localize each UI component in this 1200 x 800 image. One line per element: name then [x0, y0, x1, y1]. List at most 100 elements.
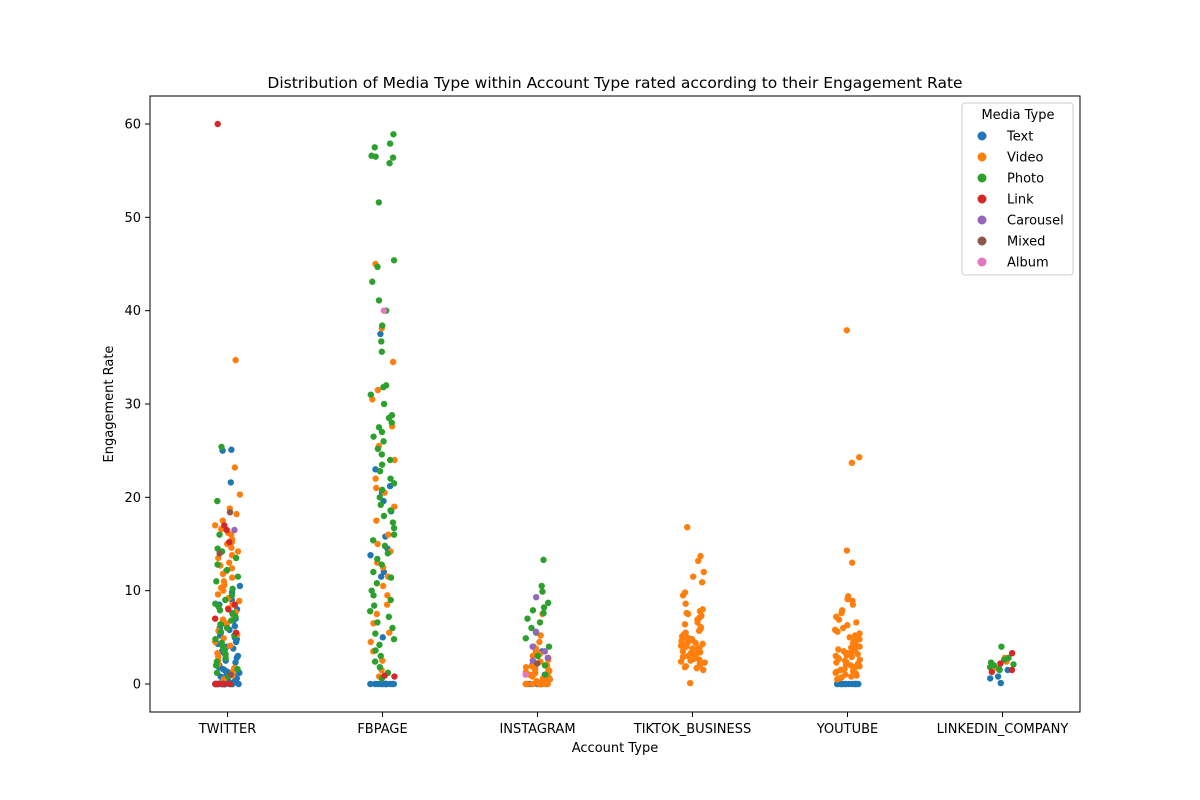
point-video-tiktok-business — [695, 557, 702, 564]
point-video-twitter — [219, 570, 227, 578]
point-link-linkedin-company — [1008, 650, 1016, 657]
x-tick-label-twitter: TWITTER — [198, 722, 257, 737]
point-photo-twitter — [229, 585, 236, 592]
point-link-fbpage — [391, 673, 398, 680]
legend: Media Type Text Video Photo Link Carousel Mix… — [961, 102, 1074, 276]
point-carousel-instagram — [529, 643, 536, 650]
point-text-linkedin-company — [994, 673, 1002, 680]
point-video-instagram — [522, 664, 530, 671]
point-photo-instagram — [540, 556, 547, 564]
point-text-fbpage — [376, 680, 384, 688]
series-carousel — [231, 526, 551, 664]
point-photo-fbpage — [369, 537, 377, 544]
point-photo-twitter — [217, 628, 224, 635]
point-photo-fbpage — [381, 542, 389, 550]
point-video-fbpage — [384, 592, 391, 599]
point-photo-fbpage — [386, 160, 393, 167]
point-video-fbpage — [374, 540, 381, 548]
point-video-instagram — [529, 652, 537, 660]
point-video-tiktok-business — [698, 579, 706, 586]
point-video-youtube — [832, 669, 839, 676]
point-photo-fbpage — [390, 524, 398, 532]
point-video-twitter — [226, 559, 233, 566]
series-photo — [212, 131, 1017, 682]
point-video-youtube — [848, 559, 856, 566]
point-photo-fbpage — [389, 154, 397, 161]
point-photo-fbpage — [380, 512, 388, 520]
point-video-youtube — [833, 659, 840, 666]
point-photo-instagram — [536, 619, 544, 626]
point-text-twitter — [232, 638, 240, 646]
point-video-youtube — [833, 676, 841, 683]
point-link-twitter — [231, 601, 238, 608]
point-video-twitter — [232, 356, 239, 364]
point-photo-twitter — [223, 566, 231, 574]
point-video-twitter — [234, 548, 242, 555]
point-text-fbpage — [367, 680, 374, 688]
point-video-twitter — [233, 510, 240, 518]
point-video-fbpage — [386, 629, 393, 636]
x-tick-label-tiktok-business: TIKTOK_BUSINESS — [633, 722, 751, 737]
point-video-tiktok-business — [684, 610, 692, 618]
point-video-twitter — [236, 491, 244, 498]
point-photo-fbpage — [375, 297, 383, 304]
point-photo-fbpage — [374, 555, 381, 563]
point-link-linkedin-company — [997, 660, 1004, 667]
series-album — [380, 307, 529, 678]
legend-label-photo: Photo — [1007, 172, 1044, 187]
point-photo-instagram — [545, 643, 553, 650]
point-video-youtube — [834, 628, 841, 635]
point-video-youtube — [843, 651, 850, 659]
point-photo-instagram — [528, 624, 535, 632]
point-link-linkedin-company — [988, 668, 996, 676]
point-photo-fbpage — [378, 486, 386, 494]
point-photo-fbpage — [378, 561, 385, 568]
point-video-tiktok-business — [683, 643, 690, 650]
point-text-fbpage — [386, 680, 394, 688]
point-photo-instagram — [538, 582, 545, 590]
point-video-youtube — [856, 663, 863, 670]
point-photo-fbpage — [370, 592, 377, 599]
point-video-fbpage — [389, 358, 397, 366]
point-photo-twitter — [218, 443, 225, 451]
point-video-tiktok-business — [689, 573, 697, 580]
point-link-twitter — [225, 606, 232, 613]
point-video-twitter — [220, 587, 227, 594]
y-tick-label: 0 — [133, 678, 141, 693]
point-video-youtube — [853, 672, 860, 679]
point-video-fbpage — [373, 610, 380, 618]
point-video-youtube — [848, 673, 855, 680]
y-tick-label: 20 — [124, 491, 141, 506]
point-photo-fbpage — [376, 494, 383, 501]
legend-marker-link — [977, 194, 987, 204]
point-video-tiktok-business — [694, 619, 701, 626]
point-photo-fbpage — [375, 424, 383, 431]
point-video-youtube — [843, 327, 851, 334]
point-photo-fbpage — [371, 144, 378, 151]
point-link-twitter — [214, 120, 221, 128]
point-video-twitter — [228, 565, 236, 572]
point-video-twitter — [211, 522, 219, 529]
point-video-tiktok-business — [692, 639, 699, 647]
point-photo-fbpage — [375, 199, 383, 206]
point-video-fbpage — [373, 517, 380, 524]
point-photo-linkedin-company — [1010, 661, 1017, 668]
point-photo-twitter — [214, 561, 221, 568]
point-text-twitter — [236, 582, 244, 590]
point-photo-instagram — [540, 609, 547, 617]
point-photo-instagram — [544, 599, 552, 606]
point-photo-twitter — [232, 613, 239, 620]
point-photo-fbpage — [387, 475, 394, 482]
point-video-youtube — [839, 624, 847, 632]
point-photo-twitter — [228, 617, 235, 624]
legend-label-carousel: Carousel — [1007, 214, 1064, 229]
point-photo-fbpage — [371, 602, 378, 609]
point-link-twitter — [226, 538, 233, 546]
point-photo-fbpage — [376, 641, 383, 648]
point-photo-fbpage — [371, 658, 379, 665]
point-photo-fbpage — [369, 278, 376, 285]
point-video-fbpage — [379, 582, 387, 590]
legend-label-text: Text — [1006, 130, 1033, 145]
point-video-instagram — [529, 673, 536, 680]
point-carousel-instagram — [532, 594, 540, 601]
